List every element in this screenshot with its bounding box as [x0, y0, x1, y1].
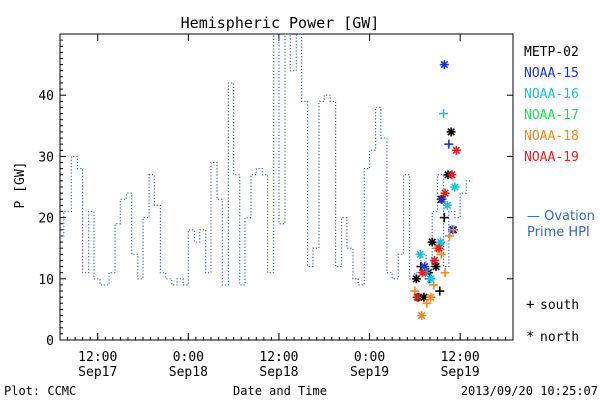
marker-stroke: [443, 201, 452, 210]
y-tick-label: 20: [38, 212, 54, 227]
marker-stroke: [447, 128, 455, 136]
legend-satellite: NOAA-15: [524, 66, 579, 81]
marker-stroke: [417, 311, 426, 320]
data-point: [411, 274, 421, 284]
data-point: [445, 231, 455, 241]
y-tick-label: 10: [38, 273, 54, 288]
plot-frame: [59, 33, 514, 341]
legend-ovation-line1: — Ovation: [527, 209, 595, 224]
data-point: [429, 280, 439, 290]
data-point: [447, 170, 457, 180]
data-point: [439, 109, 449, 119]
data-point: [431, 262, 441, 272]
marker-stroke: [435, 244, 443, 253]
x-tick-label-date: Sep19: [441, 365, 480, 380]
y-tick-label: 30: [38, 150, 54, 165]
marker-stroke: [426, 293, 435, 301]
data-point: [435, 286, 445, 296]
data-point: [448, 225, 458, 235]
x-tick-label-date: Sep17: [78, 365, 117, 380]
x-axis-label: Date and Time: [233, 384, 327, 398]
marker-stroke: [440, 60, 449, 69]
ovation-series: [60, 33, 473, 286]
data-point: [417, 311, 427, 321]
marker-stroke: [420, 293, 428, 301]
x-tick-label-time: 0:00: [173, 350, 204, 365]
ovation-step-line: [60, 33, 473, 286]
legend-marker-label: north: [540, 330, 579, 345]
legend-satellite: NOAA-19: [524, 150, 579, 165]
data-point: [412, 292, 422, 302]
legend-marker-label: south: [540, 298, 579, 313]
marker-stroke: [430, 256, 439, 265]
marker-stroke: [426, 274, 435, 283]
legend-satellite: NOAA-18: [524, 129, 579, 144]
x-tick-label-date: Sep18: [259, 365, 298, 380]
marker-stroke: [452, 146, 461, 155]
chart-title: Hemispheric Power [GW]: [181, 14, 380, 32]
marker-stroke: [432, 262, 440, 271]
legend-satellite: NOAA-17: [524, 108, 579, 123]
x-tick-label-time: 12:00: [441, 350, 480, 365]
marker-stroke: [428, 238, 437, 246]
data-point: [444, 139, 454, 149]
x-tick-label-time: 12:00: [259, 350, 298, 365]
y-tick-label: 0: [46, 334, 54, 349]
data-point: [427, 237, 437, 247]
data-point: [450, 182, 460, 192]
data-point: [422, 298, 432, 308]
y-axis-ticks: 0 10 20 30 40: [38, 39, 513, 349]
data-point: [426, 274, 436, 284]
data-point: [426, 292, 436, 302]
data-point: [429, 255, 439, 265]
x-tick-label-date: Sep19: [350, 365, 389, 380]
plot-credit: Plot: CCMC: [4, 384, 76, 398]
marker-stroke: [441, 189, 449, 197]
data-point: [415, 249, 425, 259]
plot-timestamp: 2013/09/20 10:25:07: [461, 384, 598, 398]
x-tick-label-time: 0:00: [354, 350, 385, 365]
legend-marker-symbol: *: [526, 329, 534, 345]
marker-stroke: [438, 195, 446, 204]
marker-stroke: [451, 183, 459, 191]
x-tick-label-date: Sep18: [169, 365, 208, 380]
data-point: [440, 188, 450, 198]
data-point: [439, 213, 449, 223]
legend: METP-02 NOAA-15 NOAA-16 NOAA-17 NOAA-18 NOAA-…: [524, 45, 595, 345]
marker-stroke: [416, 250, 424, 259]
data-point: [442, 200, 452, 210]
y-tick-label: 40: [38, 89, 54, 104]
legend-satellite: METP-02: [524, 45, 579, 60]
satellite-points: [410, 60, 461, 321]
legend-ovation-line2: Prime HPI: [527, 225, 590, 240]
data-point: [451, 145, 461, 155]
marker-stroke: [448, 170, 456, 179]
x-axis-ticks: 12:00Sep170:00Sep1812:00Sep180:00Sep1912…: [67, 34, 506, 380]
marker-stroke: [413, 293, 421, 301]
legend-marker-symbol: +: [526, 297, 534, 313]
x-tick-label-time: 12:00: [78, 350, 117, 365]
data-point: [434, 243, 444, 253]
data-point: [440, 268, 450, 278]
data-point: [439, 60, 449, 70]
data-point: [446, 127, 456, 137]
marker-stroke: [412, 274, 421, 283]
marker-stroke: [418, 268, 427, 277]
y-axis-label: P [GW]: [13, 162, 28, 209]
data-point: [417, 268, 427, 278]
legend-satellite: NOAA-16: [524, 87, 579, 102]
